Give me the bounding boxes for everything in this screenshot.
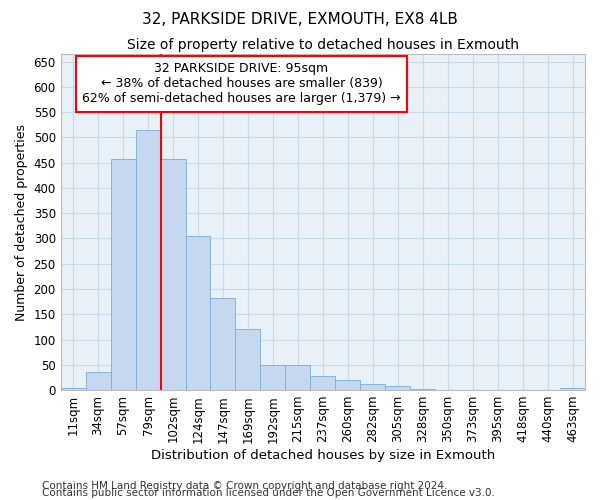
Bar [260,365,286,390]
Bar [161,159,185,390]
Text: Contains HM Land Registry data © Crown copyright and database right 2024.: Contains HM Land Registry data © Crown c… [42,481,448,491]
Bar [235,330,260,390]
Bar [385,386,410,390]
Y-axis label: Number of detached properties: Number of detached properties [15,124,28,320]
Title: Size of property relative to detached houses in Exmouth: Size of property relative to detached ho… [127,38,519,52]
Bar [335,380,360,390]
Text: 32 PARKSIDE DRIVE: 95sqm
← 38% of detached houses are smaller (839)
62% of semi-: 32 PARKSIDE DRIVE: 95sqm ← 38% of detach… [82,62,401,106]
Text: Contains public sector information licensed under the Open Government Licence v3: Contains public sector information licen… [42,488,495,498]
Bar [286,365,310,390]
Bar [185,236,211,390]
Bar [86,372,110,390]
Bar [310,376,335,390]
Text: 32, PARKSIDE DRIVE, EXMOUTH, EX8 4LB: 32, PARKSIDE DRIVE, EXMOUTH, EX8 4LB [142,12,458,28]
Bar [110,159,136,390]
X-axis label: Distribution of detached houses by size in Exmouth: Distribution of detached houses by size … [151,450,495,462]
Bar [211,298,235,390]
Bar [410,388,435,390]
Bar [360,384,385,390]
Bar [136,130,161,390]
Bar [61,388,86,390]
Bar [560,388,585,390]
